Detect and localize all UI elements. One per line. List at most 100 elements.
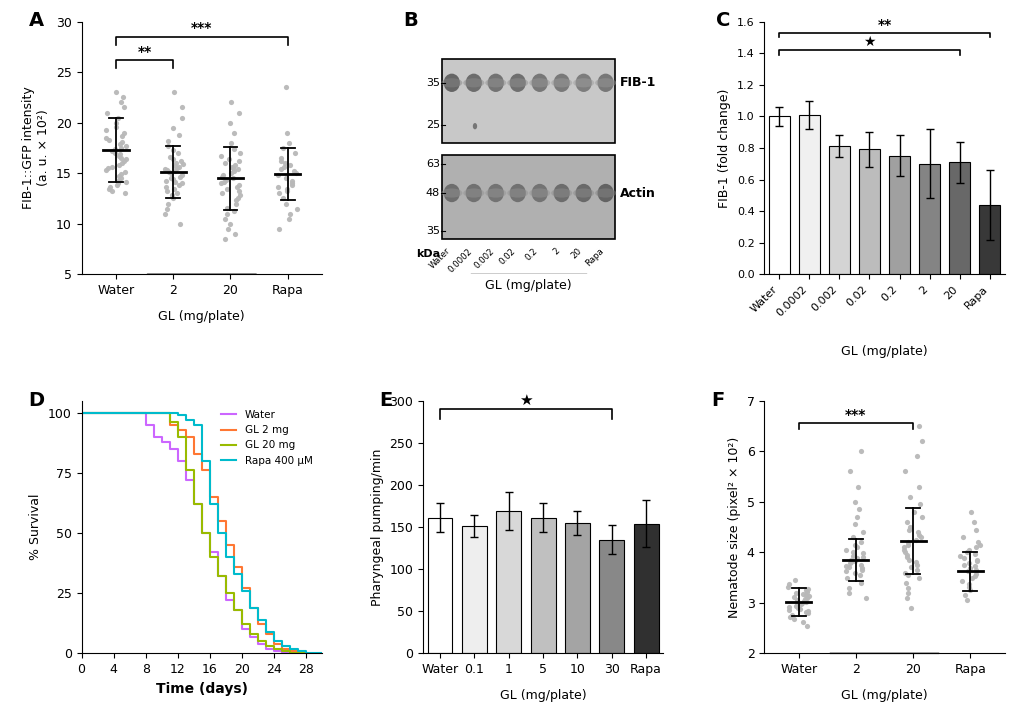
Point: [841, 466, 857, 477]
Text: 0.0002: 0.0002: [445, 246, 473, 274]
Point: [222, 167, 238, 179]
Point: [780, 601, 796, 612]
GL 20 mg: [219, 589, 231, 597]
Point: [276, 157, 292, 169]
GL 2 mg: [171, 425, 183, 434]
GL 20 mg: [291, 649, 304, 658]
Y-axis label: Nematode size (pixel² × 10²): Nematode size (pixel² × 10²): [728, 437, 741, 617]
Point: [959, 566, 975, 577]
Rapa 400 μM: [283, 642, 296, 651]
GL 20 mg: [252, 637, 264, 645]
Ellipse shape: [553, 74, 570, 92]
GL 20 mg: [252, 630, 264, 638]
Point: [277, 197, 293, 209]
GL 2 mg: [187, 449, 200, 458]
Point: [963, 572, 979, 583]
Water: [179, 476, 192, 485]
Point: [159, 202, 175, 214]
Point: [104, 145, 120, 157]
Point: [901, 521, 917, 533]
Point: [900, 587, 916, 599]
Water: [171, 457, 183, 465]
Point: [226, 127, 243, 139]
Point: [966, 570, 982, 582]
Point: [111, 138, 127, 149]
Ellipse shape: [531, 184, 547, 202]
Water: [140, 421, 152, 429]
Point: [793, 597, 809, 609]
Point: [854, 526, 870, 538]
Line: Water: Water: [82, 413, 289, 653]
Ellipse shape: [487, 184, 503, 202]
Point: [173, 169, 190, 181]
Point: [277, 172, 293, 184]
Point: [219, 208, 235, 220]
Point: [111, 174, 127, 186]
Point: [960, 581, 976, 592]
Point: [110, 177, 126, 189]
Point: [895, 544, 911, 556]
Point: [798, 620, 814, 631]
Rapa 400 μM: [187, 416, 200, 424]
GL 2 mg: [244, 584, 256, 592]
Point: [780, 581, 796, 592]
Rapa 400 μM: [252, 615, 264, 624]
Point: [969, 536, 985, 548]
Point: [172, 172, 189, 183]
Point: [952, 551, 968, 562]
Rapa 400 μM: [219, 528, 231, 537]
Point: [165, 144, 181, 156]
Rapa 400 μM: [316, 649, 328, 658]
GL 20 mg: [219, 572, 231, 581]
Point: [780, 578, 796, 589]
Point: [846, 556, 862, 567]
Text: **: **: [876, 18, 891, 32]
Text: 20: 20: [569, 246, 583, 261]
Point: [908, 564, 924, 576]
Point: [274, 192, 290, 204]
Bar: [427, 518, 452, 653]
Text: 48: 48: [425, 188, 439, 198]
GL 2 mg: [156, 409, 168, 417]
Point: [229, 164, 246, 175]
GL 20 mg: [275, 644, 287, 653]
Point: [164, 192, 180, 204]
Point: [108, 87, 124, 98]
Text: GL (mg/plate): GL (mg/plate): [841, 689, 927, 701]
Point: [225, 205, 242, 216]
Point: [786, 574, 802, 586]
Point: [169, 162, 185, 174]
Rapa 400 μM: [204, 500, 216, 508]
Point: [837, 561, 853, 572]
Point: [157, 208, 173, 220]
Point: [846, 549, 862, 561]
Point: [787, 587, 803, 599]
GL 2 mg: [179, 432, 192, 441]
Point: [158, 182, 174, 193]
Water: [131, 409, 144, 417]
Point: [910, 529, 926, 541]
Point: [852, 559, 868, 571]
Ellipse shape: [463, 188, 484, 197]
Point: [114, 92, 130, 103]
Point: [797, 606, 813, 617]
Text: kDa: kDa: [416, 249, 439, 259]
Point: [967, 568, 983, 579]
Ellipse shape: [531, 74, 547, 92]
Rapa 400 μM: [300, 649, 312, 658]
Point: [281, 159, 298, 171]
Water: [212, 572, 224, 581]
Point: [287, 167, 304, 179]
Bar: [530, 518, 555, 653]
Ellipse shape: [466, 74, 481, 92]
Point: [851, 569, 867, 581]
Water: [260, 644, 272, 653]
Point: [216, 177, 232, 188]
Rapa 400 μM: [316, 649, 328, 658]
Point: [837, 566, 853, 577]
Point: [173, 177, 190, 189]
Point: [159, 140, 175, 151]
GL 2 mg: [235, 584, 248, 592]
Ellipse shape: [573, 78, 594, 88]
Point: [280, 213, 297, 225]
